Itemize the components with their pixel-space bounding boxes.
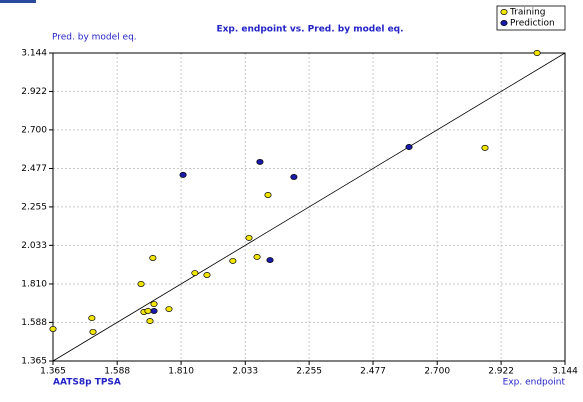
x-tick-label: 2.033: [232, 367, 258, 377]
y-tick-label: 1.810: [21, 279, 47, 289]
y-tick-label: 2.922: [21, 87, 47, 97]
y-tick-label: 1.588: [21, 318, 47, 328]
data-point: [264, 192, 272, 198]
x-tick-label: 2.922: [488, 367, 514, 377]
data-point: [89, 328, 97, 335]
legend-marker: [500, 20, 508, 26]
y-tick-label: 1.365: [21, 357, 47, 367]
data-point: [165, 306, 173, 313]
data-point: [191, 270, 199, 276]
data-point: [49, 326, 57, 332]
plot-border: [52, 52, 566, 362]
corner-bar: [0, 0, 36, 3]
data-point: [144, 308, 152, 314]
data-point: [179, 171, 187, 178]
legend-label: Training: [509, 8, 546, 18]
data-point: [533, 50, 541, 56]
legend-label: Prediction: [510, 19, 555, 29]
data-point: [266, 257, 274, 264]
data-point: [290, 174, 298, 180]
legend-box: [496, 5, 566, 31]
data-point: [149, 255, 157, 261]
identity-line: [52, 52, 566, 362]
x-tick-label: 1.365: [40, 367, 66, 377]
x-tick-label: 1.588: [104, 367, 130, 377]
y-tick-label: 2.477: [21, 164, 47, 174]
x-tick-label: 2.255: [296, 367, 322, 377]
data-point: [203, 272, 211, 278]
y-tick-label: 2.700: [21, 125, 47, 135]
data-point: [150, 308, 158, 314]
data-point: [137, 281, 145, 287]
data-point: [245, 234, 253, 241]
legend-marker: [500, 9, 508, 15]
data-point: [405, 144, 413, 150]
y-tick-label: 2.255: [21, 202, 47, 212]
y-tick-label: 3.144: [21, 49, 47, 59]
data-point: [146, 318, 154, 324]
y-tick-label: 2.033: [21, 241, 47, 251]
chart-title: Exp. endpoint vs. Pred. by model eq.: [216, 25, 403, 35]
data-point: [481, 144, 489, 151]
x-tick-label: 1.810: [168, 367, 194, 377]
descriptor-label: AATS8p TPSA: [53, 378, 121, 388]
data-point: [88, 315, 96, 322]
data-point: [256, 158, 264, 165]
data-point: [229, 257, 237, 264]
data-point: [253, 253, 261, 260]
x-tick-label: 2.477: [360, 367, 386, 377]
x-axis-label: Exp. endpoint: [503, 378, 566, 388]
x-tick-label: 3.144: [552, 367, 578, 377]
x-tick-label: 2.700: [424, 367, 450, 377]
y-axis-label: Pred. by model eq.: [52, 33, 137, 43]
data-point: [150, 301, 158, 307]
